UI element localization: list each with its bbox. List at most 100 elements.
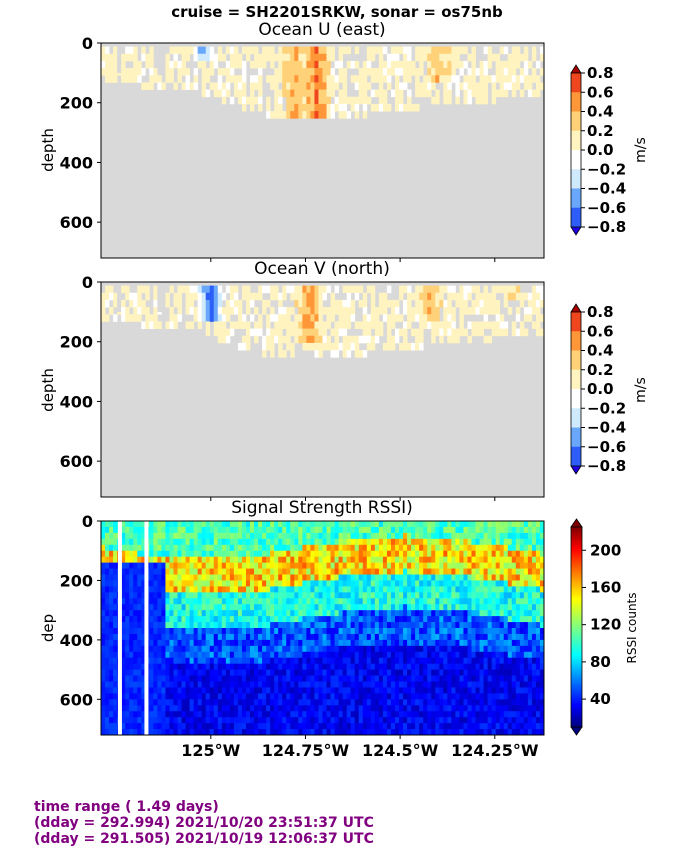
rssi-cell: [495, 651, 501, 659]
rssi-cell: [266, 604, 271, 611]
rssi-cell: [201, 687, 207, 694]
rssi-cell: [241, 723, 247, 730]
velocity-cell: [539, 299, 544, 308]
velocity-cell: [197, 60, 203, 69]
rssi-cell: [109, 675, 114, 682]
rssi-cell: [266, 645, 271, 653]
rssi-cell: [318, 568, 323, 575]
velocity-cell: [310, 75, 315, 83]
rssi-cell: [233, 639, 239, 647]
rssi-cell: [419, 651, 424, 659]
rssi-cell: [471, 681, 476, 688]
velocity-cell: [193, 46, 199, 55]
rssi-cell: [254, 687, 259, 694]
rssi-cell: [423, 562, 428, 569]
rssi-cell: [161, 562, 166, 569]
velocity-cell: [165, 53, 170, 62]
velocity-cell: [419, 328, 424, 337]
rssi-cell: [471, 550, 476, 558]
velocity-cell: [241, 285, 247, 294]
rssi-cell: [306, 717, 311, 724]
rssi-cell: [354, 586, 360, 593]
velocity-cell: [346, 292, 352, 301]
velocity-cell: [286, 328, 291, 337]
rssi-cell: [499, 657, 505, 665]
rssi-cell: [245, 693, 251, 700]
velocity-cell: [455, 46, 460, 55]
rssi-cell: [370, 723, 376, 730]
rssi-cell: [181, 717, 186, 724]
rssi-cell: [314, 729, 319, 735]
velocity-cell: [390, 46, 396, 55]
rssi-cell: [439, 604, 444, 611]
rssi-cell: [294, 687, 299, 694]
rssi-cell: [435, 550, 440, 558]
rssi-cell: [266, 532, 271, 540]
rssi-cell: [153, 669, 158, 676]
rssi-cell: [318, 574, 323, 581]
velocity-cell: [366, 285, 372, 294]
rssi-cell: [169, 645, 174, 653]
velocity-cell: [141, 68, 146, 76]
rssi-cell: [217, 622, 223, 629]
rssi-cell: [306, 687, 311, 694]
rssi-cell: [334, 675, 340, 682]
velocity-cell: [258, 75, 263, 83]
rssi-cell: [423, 526, 428, 534]
velocity-cell: [407, 89, 412, 98]
velocity-cell: [467, 321, 472, 329]
rssi-cell: [499, 568, 505, 575]
rssi-cell: [419, 532, 424, 540]
rssi-cell: [149, 645, 154, 653]
rssi-cell: [113, 729, 118, 735]
rssi-cell: [125, 550, 130, 558]
velocity-cell: [233, 307, 239, 315]
rssi-cell: [177, 544, 182, 552]
rssi-cell: [326, 538, 331, 546]
velocity-cell: [322, 328, 327, 337]
rssi-cell: [346, 657, 352, 665]
rssi-cell: [213, 568, 219, 575]
rssi-cell: [423, 616, 428, 623]
rssi-cell: [350, 657, 356, 665]
rssi-cell: [177, 699, 182, 706]
velocity-cell: [443, 328, 448, 337]
rssi-cell: [185, 669, 190, 676]
rssi-cell: [306, 532, 311, 540]
rssi-cell: [342, 521, 348, 528]
rssi-cell: [475, 526, 480, 534]
rssi-cell: [407, 526, 412, 534]
rssi-cell: [455, 705, 460, 712]
rssi-cell: [322, 526, 327, 534]
rssi-cell: [278, 711, 283, 718]
velocity-cell: [290, 342, 295, 351]
rssi-cell: [314, 717, 319, 724]
rssi-cell: [258, 723, 263, 730]
velocity-cell: [241, 103, 247, 112]
rssi-cell: [374, 693, 380, 700]
rssi-cell: [378, 729, 384, 735]
rssi-cell: [399, 711, 404, 718]
rssi-cell: [221, 681, 227, 688]
rssi-cell: [286, 568, 291, 575]
rssi-cell: [250, 538, 255, 546]
velocity-cell: [306, 342, 311, 351]
rssi-cell: [197, 639, 203, 647]
velocity-cell: [241, 335, 247, 344]
rssi-cell: [225, 729, 231, 735]
ytick-label: 200: [60, 333, 93, 352]
velocity-cell: [237, 96, 243, 105]
rssi-cell: [463, 610, 468, 617]
velocity-cell: [149, 82, 154, 90]
rssi-cell: [233, 568, 239, 575]
rssi-cell: [225, 657, 231, 665]
rssi-cell: [338, 723, 344, 730]
rssi-cell: [201, 628, 207, 635]
rssi-cell: [370, 622, 376, 629]
rssi-cell: [479, 711, 484, 718]
rssi-cell: [314, 550, 319, 558]
velocity-cell: [318, 46, 323, 55]
velocity-cell: [310, 53, 315, 62]
velocity-cell: [415, 75, 420, 83]
rssi-cell: [443, 681, 448, 688]
